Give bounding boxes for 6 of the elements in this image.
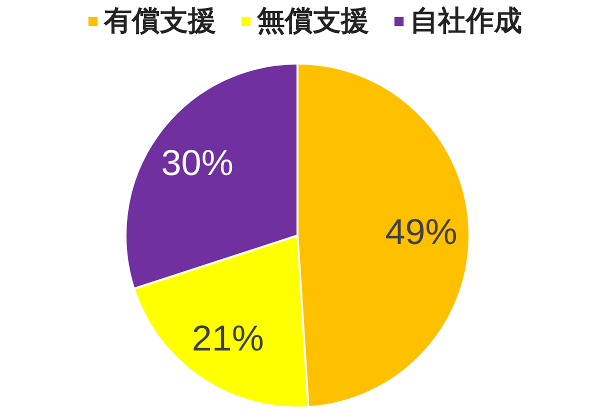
legend-label: 自社作成 bbox=[410, 3, 522, 39]
data-label: 30% bbox=[161, 142, 234, 184]
data-label: 49% bbox=[385, 211, 458, 252]
legend-label: 無償支援 bbox=[257, 3, 369, 39]
legend-label: 有償支援 bbox=[104, 3, 216, 39]
data-label: 21% bbox=[192, 317, 264, 358]
